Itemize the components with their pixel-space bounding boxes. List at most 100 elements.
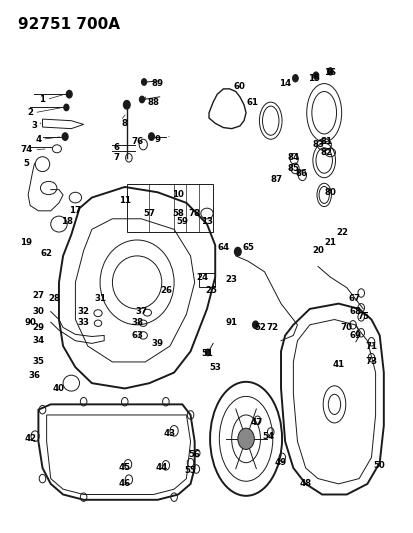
Text: 25: 25 xyxy=(205,286,216,295)
Text: 71: 71 xyxy=(365,342,377,351)
Text: 4: 4 xyxy=(35,135,41,144)
Circle shape xyxy=(139,96,144,103)
Text: 70: 70 xyxy=(340,323,352,332)
Text: 72: 72 xyxy=(266,323,278,332)
Text: 26: 26 xyxy=(159,286,171,295)
Text: 84: 84 xyxy=(287,154,299,163)
Text: 57: 57 xyxy=(143,209,155,218)
Text: 87: 87 xyxy=(270,174,282,183)
Text: 49: 49 xyxy=(274,458,286,467)
Circle shape xyxy=(234,247,240,256)
Text: 37: 37 xyxy=(135,307,147,316)
Text: 58: 58 xyxy=(172,209,184,218)
Text: 1: 1 xyxy=(39,95,45,104)
Text: 39: 39 xyxy=(151,339,163,348)
Text: 30: 30 xyxy=(32,307,44,316)
Text: 36: 36 xyxy=(28,370,40,379)
Text: 13: 13 xyxy=(201,217,212,226)
Text: 14: 14 xyxy=(278,79,290,88)
Text: 56: 56 xyxy=(188,450,200,459)
Text: 32: 32 xyxy=(78,307,90,316)
Circle shape xyxy=(252,321,258,328)
Circle shape xyxy=(66,91,72,98)
Text: 40: 40 xyxy=(53,384,65,393)
Text: 6: 6 xyxy=(113,143,119,152)
Text: 17: 17 xyxy=(69,206,81,215)
Text: 22: 22 xyxy=(336,228,348,237)
Text: 62: 62 xyxy=(40,249,52,258)
Text: 45: 45 xyxy=(119,464,131,472)
Text: 74: 74 xyxy=(20,146,32,155)
Text: 19: 19 xyxy=(20,238,32,247)
Text: 51: 51 xyxy=(201,350,212,359)
Circle shape xyxy=(141,79,146,85)
Circle shape xyxy=(292,75,298,82)
Circle shape xyxy=(205,349,210,356)
Circle shape xyxy=(62,133,68,140)
Circle shape xyxy=(148,133,154,140)
Text: 8: 8 xyxy=(121,119,128,128)
Text: 31: 31 xyxy=(94,294,106,303)
Circle shape xyxy=(327,68,332,75)
Text: 5: 5 xyxy=(23,159,29,167)
Text: 83: 83 xyxy=(311,140,323,149)
Text: 67: 67 xyxy=(348,294,360,303)
Text: 76: 76 xyxy=(131,138,143,147)
Text: 44: 44 xyxy=(155,464,168,472)
Text: 21: 21 xyxy=(323,238,335,247)
Text: 85: 85 xyxy=(287,164,299,173)
Text: 11: 11 xyxy=(119,196,131,205)
Text: 90: 90 xyxy=(24,318,36,327)
Text: 29: 29 xyxy=(32,323,44,332)
Bar xyxy=(126,184,213,232)
Text: 91: 91 xyxy=(225,318,237,327)
Text: 46: 46 xyxy=(119,479,131,488)
Text: 86: 86 xyxy=(295,169,307,178)
Text: 60: 60 xyxy=(233,82,245,91)
Text: 55: 55 xyxy=(184,466,196,475)
Text: 16: 16 xyxy=(323,68,335,77)
Text: 34: 34 xyxy=(32,336,44,345)
Text: 88: 88 xyxy=(147,98,159,107)
Text: 68: 68 xyxy=(348,307,360,316)
Text: 48: 48 xyxy=(299,479,311,488)
Text: 61: 61 xyxy=(246,98,258,107)
Text: 18: 18 xyxy=(61,217,73,226)
Text: 53: 53 xyxy=(209,363,221,372)
Text: 33: 33 xyxy=(78,318,90,327)
Text: 50: 50 xyxy=(373,461,385,470)
Text: 63: 63 xyxy=(131,331,143,340)
Text: 47: 47 xyxy=(249,418,262,427)
Circle shape xyxy=(312,72,318,79)
Text: 41: 41 xyxy=(332,360,344,369)
Text: 28: 28 xyxy=(49,294,61,303)
Text: 54: 54 xyxy=(262,432,274,441)
Text: 9: 9 xyxy=(154,135,160,144)
Text: 78: 78 xyxy=(188,209,200,218)
Text: 52: 52 xyxy=(254,323,266,332)
Text: 81: 81 xyxy=(320,138,332,147)
Text: 35: 35 xyxy=(32,358,44,367)
Text: 64: 64 xyxy=(217,244,229,253)
Text: 82: 82 xyxy=(320,148,332,157)
Text: 43: 43 xyxy=(164,429,176,438)
Text: 42: 42 xyxy=(24,434,36,443)
Text: 59: 59 xyxy=(176,217,188,226)
Text: 2: 2 xyxy=(27,108,33,117)
Text: 73: 73 xyxy=(365,358,377,367)
Text: 75: 75 xyxy=(356,312,368,321)
Text: 89: 89 xyxy=(151,79,163,88)
Text: 20: 20 xyxy=(311,246,323,255)
Bar xyxy=(198,273,215,287)
Circle shape xyxy=(64,104,69,111)
Text: 15: 15 xyxy=(307,74,319,83)
Text: 24: 24 xyxy=(196,272,209,281)
Text: 27: 27 xyxy=(32,291,44,300)
Circle shape xyxy=(237,428,254,449)
Text: 23: 23 xyxy=(225,275,237,284)
Text: 10: 10 xyxy=(172,190,184,199)
Text: 69: 69 xyxy=(348,331,360,340)
Text: 80: 80 xyxy=(324,188,335,197)
Text: 92751 700A: 92751 700A xyxy=(18,17,119,33)
Circle shape xyxy=(123,101,130,109)
